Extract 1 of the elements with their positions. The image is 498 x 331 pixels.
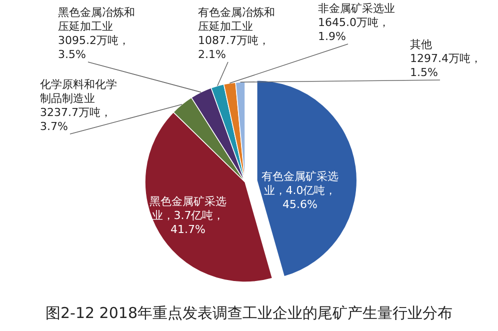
title: 图2-12 2018年重点发表调查工业企业的尾矿产生量行业分布: [46, 304, 452, 322]
